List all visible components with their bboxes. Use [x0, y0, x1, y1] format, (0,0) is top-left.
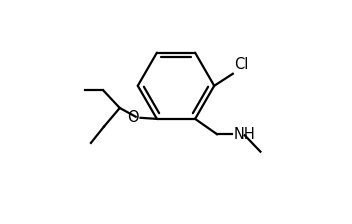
Text: O: O	[127, 110, 138, 125]
Text: NH: NH	[233, 127, 255, 142]
Text: Cl: Cl	[234, 57, 248, 72]
